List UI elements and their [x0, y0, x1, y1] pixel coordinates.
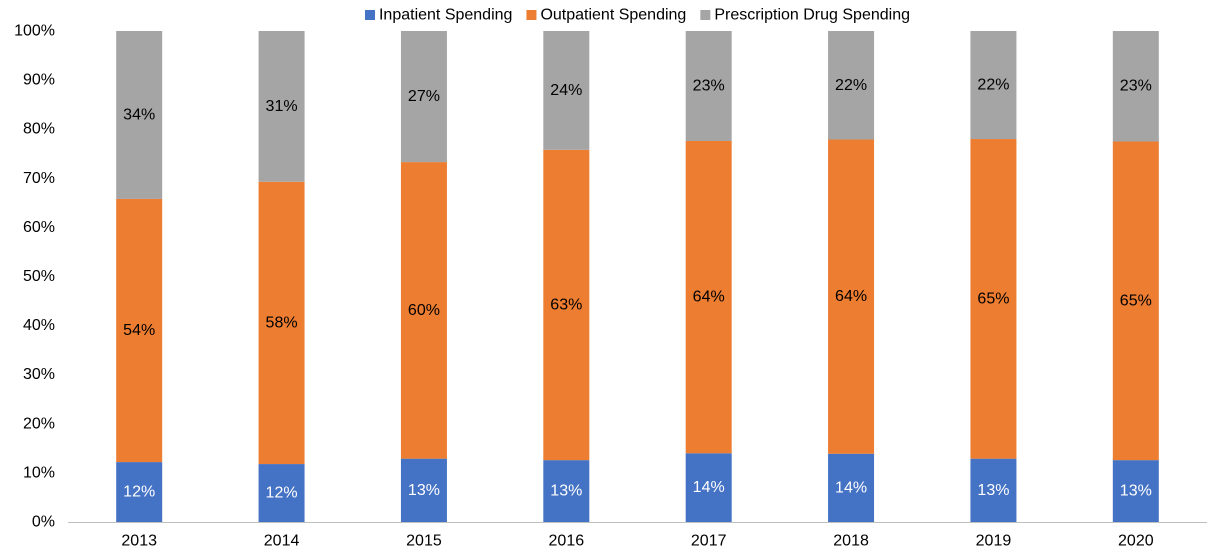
data-labels: 12% 54% 34% 12% 58% 31% 13% 60% 27% 13% 63% 24% 14% 6…	[123, 77, 1152, 502]
data-label: 13%	[1120, 483, 1152, 500]
legend: Inpatient Spending Outpatient Spending Pre…	[364, 7, 910, 24]
bar-segment	[685, 31, 732, 141]
data-label: 58%	[266, 314, 298, 331]
y-tick-label: 70%	[23, 170, 55, 187]
legend-item: Outpatient Spending	[526, 7, 686, 24]
legend-swatch	[364, 10, 375, 20]
bar-segment	[400, 31, 447, 163]
data-label: 24%	[550, 82, 582, 99]
data-label: 31%	[266, 98, 298, 115]
data-label: 12%	[123, 484, 155, 501]
x-tick-label: 2018	[833, 533, 869, 550]
x-tick-label: 2020	[1118, 533, 1154, 550]
x-tick-label: 2015	[406, 533, 442, 550]
bar-segment	[116, 198, 163, 463]
x-tick-label: 2013	[121, 533, 157, 550]
data-label: 27%	[408, 88, 440, 105]
data-label: 34%	[123, 106, 155, 123]
legend-label: Outpatient Spending	[540, 7, 686, 24]
bar-segment	[400, 458, 447, 522]
bar-segment	[543, 149, 590, 461]
bar-segment	[1112, 141, 1159, 461]
y-tick-label: 30%	[23, 366, 55, 383]
y-axis: 0% 10% 20% 30% 40% 50% 60% 70% 80% 90% 100%	[14, 23, 55, 531]
data-label: 13%	[550, 483, 582, 500]
legend-swatch	[526, 10, 537, 20]
data-label: 14%	[693, 479, 725, 496]
y-tick-label: 90%	[23, 72, 55, 89]
data-label: 23%	[693, 77, 725, 94]
legend-item: Prescription Drug Spending	[700, 7, 910, 24]
data-label: 13%	[408, 482, 440, 499]
bar-segment	[970, 458, 1017, 522]
x-tick-label: 2014	[264, 533, 300, 550]
data-label: 22%	[835, 77, 867, 94]
bar-segment	[970, 139, 1017, 459]
data-label: 13%	[977, 482, 1009, 499]
legend-item: Inpatient Spending	[364, 7, 512, 24]
legend-swatch	[700, 10, 711, 20]
data-label: 12%	[266, 485, 298, 502]
y-tick-label: 60%	[23, 219, 55, 236]
data-label: 65%	[1120, 292, 1152, 309]
bar-segment	[258, 31, 305, 182]
x-tick-label: 2016	[549, 533, 585, 550]
bar-segment	[543, 460, 590, 522]
bar-segment	[1112, 460, 1159, 522]
bar-segment	[116, 31, 163, 199]
bar-segment	[116, 462, 163, 522]
bar-segment	[685, 140, 732, 454]
bar-segment	[258, 464, 305, 522]
data-label: 63%	[550, 296, 582, 313]
bar-segment	[543, 31, 590, 150]
y-tick-label: 20%	[23, 415, 55, 432]
data-label: 23%	[1120, 78, 1152, 95]
data-label: 14%	[835, 479, 867, 496]
bar-segment	[970, 31, 1017, 140]
bar-segment	[258, 181, 305, 465]
y-tick-label: 0%	[32, 514, 55, 531]
bar-segment	[685, 453, 732, 522]
bar-segment	[1112, 31, 1159, 142]
data-label: 64%	[693, 289, 725, 306]
legend-label: Inpatient Spending	[379, 7, 512, 24]
x-tick-label: 2019	[976, 533, 1012, 550]
data-label: 54%	[123, 322, 155, 339]
y-tick-label: 50%	[23, 268, 55, 285]
legend-label: Prescription Drug Spending	[714, 7, 910, 24]
y-tick-label: 10%	[23, 464, 55, 481]
data-label: 64%	[835, 288, 867, 305]
y-tick-label: 40%	[23, 317, 55, 334]
data-label: 65%	[977, 290, 1009, 307]
bar-segment	[828, 31, 875, 140]
bar-segment	[828, 139, 875, 454]
y-tick-label: 100%	[14, 23, 55, 40]
bar-segment	[400, 162, 447, 459]
bars	[116, 31, 1159, 522]
x-tick-label: 2017	[691, 533, 727, 550]
bar-segment	[828, 453, 875, 522]
y-tick-label: 80%	[23, 121, 55, 138]
data-label: 22%	[977, 77, 1009, 94]
x-axis: 2013 2014 2015 2016 2017 2018 2019 2020	[68, 522, 1207, 550]
data-label: 60%	[408, 302, 440, 319]
